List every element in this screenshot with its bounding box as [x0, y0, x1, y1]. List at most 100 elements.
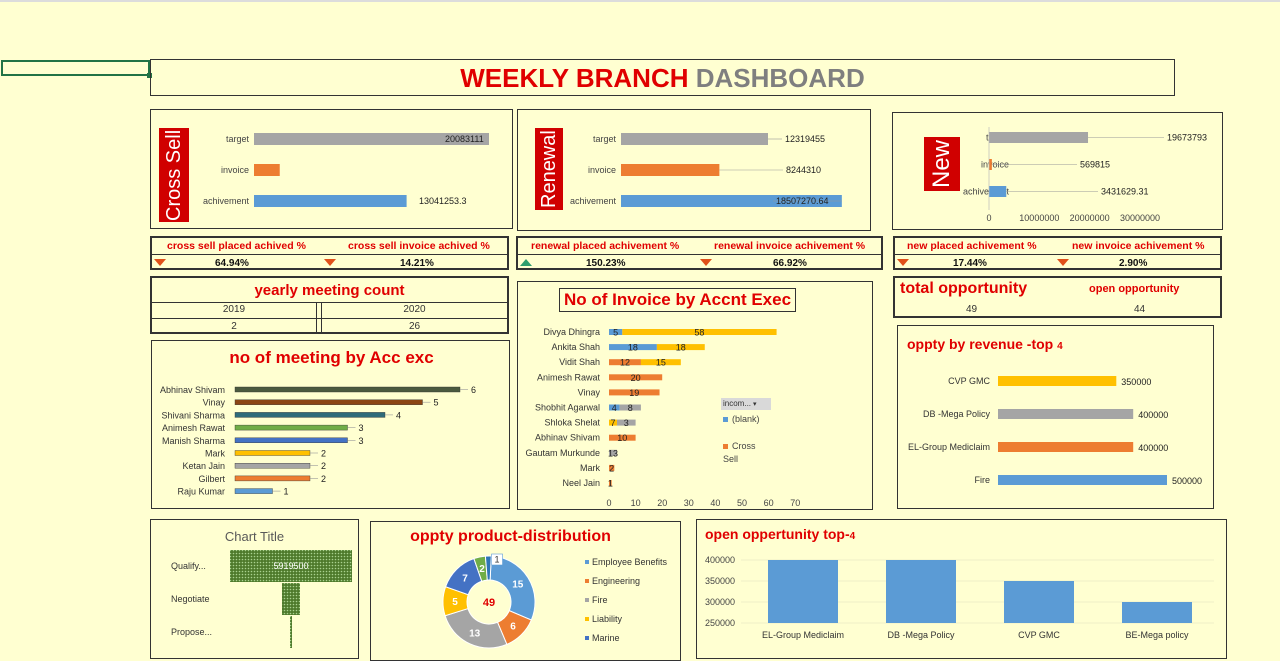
down-arrow-icon — [154, 259, 166, 266]
category-label: achivement — [203, 196, 250, 206]
data-label: 20083111 — [445, 134, 484, 144]
category-label: invoice — [588, 165, 616, 175]
bar-segment — [622, 329, 777, 335]
funnel-chart: Qualify... 5919500 Negotiate Propose... — [171, 550, 352, 648]
category-label: Mark — [580, 463, 600, 473]
tick-label: 60 — [764, 498, 774, 508]
selected-cell[interactable] — [1, 60, 152, 78]
category-label: Neel Jain — [562, 478, 600, 488]
data-label: 2 — [479, 564, 485, 575]
data-label: 5 — [434, 398, 439, 408]
data-label: 2 — [609, 463, 614, 473]
bar — [768, 560, 838, 623]
data-label: 2 — [321, 449, 326, 459]
data-label: 350000 — [1121, 377, 1151, 387]
meetings-panel: no of meeting by Acc exc Abhinav Shivam 6… — [151, 340, 510, 509]
legend-item-cross-sell: Cross Sell — [723, 440, 763, 466]
cross-sell-placed-value: 64.94% — [215, 258, 249, 269]
category-label: Gilbert — [198, 474, 225, 484]
tick-label: 30000000 — [1120, 213, 1160, 223]
bar — [254, 133, 489, 145]
bar-segment — [616, 419, 636, 426]
category-label: Gautam Murkunde — [525, 448, 600, 458]
category-label: Vinay — [578, 387, 601, 397]
open-opportunity-label: open opportunity — [1089, 283, 1180, 295]
cross-sell-chart: target 20083111 invoice achivement 13041253.… — [203, 133, 489, 207]
bar-segment — [609, 374, 663, 381]
data-label: 15 — [656, 358, 666, 368]
legend-label: Fire — [592, 595, 608, 605]
bar-segment — [656, 344, 705, 351]
renewal-placed-label: renewal placed achivement % — [531, 240, 680, 252]
category-label: Propose... — [171, 627, 212, 637]
data-label: 18 — [676, 343, 686, 353]
invoices-title: No of Invoice by Accnt Exec — [559, 288, 797, 312]
data-label: 19 — [629, 388, 639, 398]
funnel-panel: Chart Title Qualify... 5919500 Negotiate Pr… — [150, 519, 359, 659]
divider — [518, 254, 881, 255]
dropdown-icon: ▾ — [751, 401, 757, 408]
bar — [998, 475, 1167, 485]
tick-label: 10 — [631, 498, 641, 508]
down-arrow-icon — [1057, 259, 1069, 266]
category-label: BE-Mega policy — [1125, 630, 1189, 640]
window-top-border — [0, 0, 1280, 2]
data-label: 2 — [321, 461, 326, 471]
new-invoice-label: new invoice achivement % — [1072, 240, 1205, 252]
yearly-meeting-title: yearly meeting count — [254, 282, 405, 299]
bar — [234, 488, 273, 494]
bar — [998, 442, 1134, 452]
new-chart: target19673793invoice569815achivement343… — [963, 127, 1207, 223]
dashboard-title: WEEKLY BRANCH DASHBOARD — [150, 59, 1175, 96]
bar-segment — [609, 404, 620, 411]
revenue-panel: oppty by revenue -top 4 CVP GMC 350000 DB … — [897, 325, 1214, 509]
open-opportunity-value: 44 — [1134, 304, 1146, 315]
bar — [989, 132, 1089, 143]
invoices-panel: No of Invoice by Accnt Exec Divya Dhingr… — [517, 281, 873, 510]
renewal-chart: target 12319455 invoice 8244310 achivement 18… — [570, 133, 842, 207]
open-top4-title: open oppertunity top-4 — [705, 526, 855, 542]
data-label: 1 — [608, 479, 613, 489]
bar-segment — [640, 359, 681, 366]
category-label: Negotiate — [171, 594, 210, 604]
bar-segment — [609, 434, 636, 441]
down-arrow-icon — [897, 259, 909, 266]
data-label-box — [491, 553, 503, 566]
distribution-title: oppty product-distribution — [410, 528, 611, 545]
category-label: Shivani Sharma — [161, 410, 225, 420]
category-label: Qualify... — [171, 561, 206, 571]
data-label: 13 — [608, 448, 618, 458]
category-label: Shloka Shelat — [544, 418, 600, 428]
divider — [152, 318, 507, 319]
category-label: Vinay — [203, 398, 226, 408]
tick-label: 0 — [986, 213, 991, 223]
category-label: Animesh Rawat — [537, 372, 601, 382]
title-part2: DASHBOARD — [695, 63, 865, 93]
tick-label: 70 — [790, 498, 800, 508]
cross-sell-invoice-value: 14.21% — [400, 258, 434, 269]
bar-segment — [619, 404, 641, 411]
open-top4-title-text: open oppertunity top- — [705, 526, 850, 542]
renewal-invoice-value: 66.92% — [773, 258, 807, 269]
bar — [621, 164, 720, 176]
legend-filter-button[interactable]: incom... ▾ — [721, 398, 771, 410]
legend-label: Employee Benefits — [592, 557, 668, 567]
category-label: achivement — [570, 196, 617, 206]
bar — [886, 560, 956, 623]
bar-segment — [609, 449, 617, 456]
tick-label: 50 — [737, 498, 747, 508]
legend-swatch — [585, 598, 589, 602]
donut-center-label: 49 — [483, 597, 495, 609]
data-label: 12319455 — [785, 134, 825, 144]
bar-segment — [609, 464, 615, 471]
legend-label: (blank) — [732, 414, 760, 424]
data-label: 13 — [469, 628, 481, 639]
data-label: 400000 — [1138, 443, 1168, 453]
count-2019: 2 — [231, 321, 237, 332]
data-label: 1 — [284, 487, 289, 497]
total-opportunity-value: 49 — [966, 304, 978, 315]
data-label: 5 — [452, 597, 458, 608]
revenue-chart: CVP GMC 350000 DB -Mega Policy 400000 EL-Gro… — [908, 376, 1202, 486]
data-label: 20 — [631, 373, 641, 383]
data-label: 5919500 — [273, 561, 308, 571]
